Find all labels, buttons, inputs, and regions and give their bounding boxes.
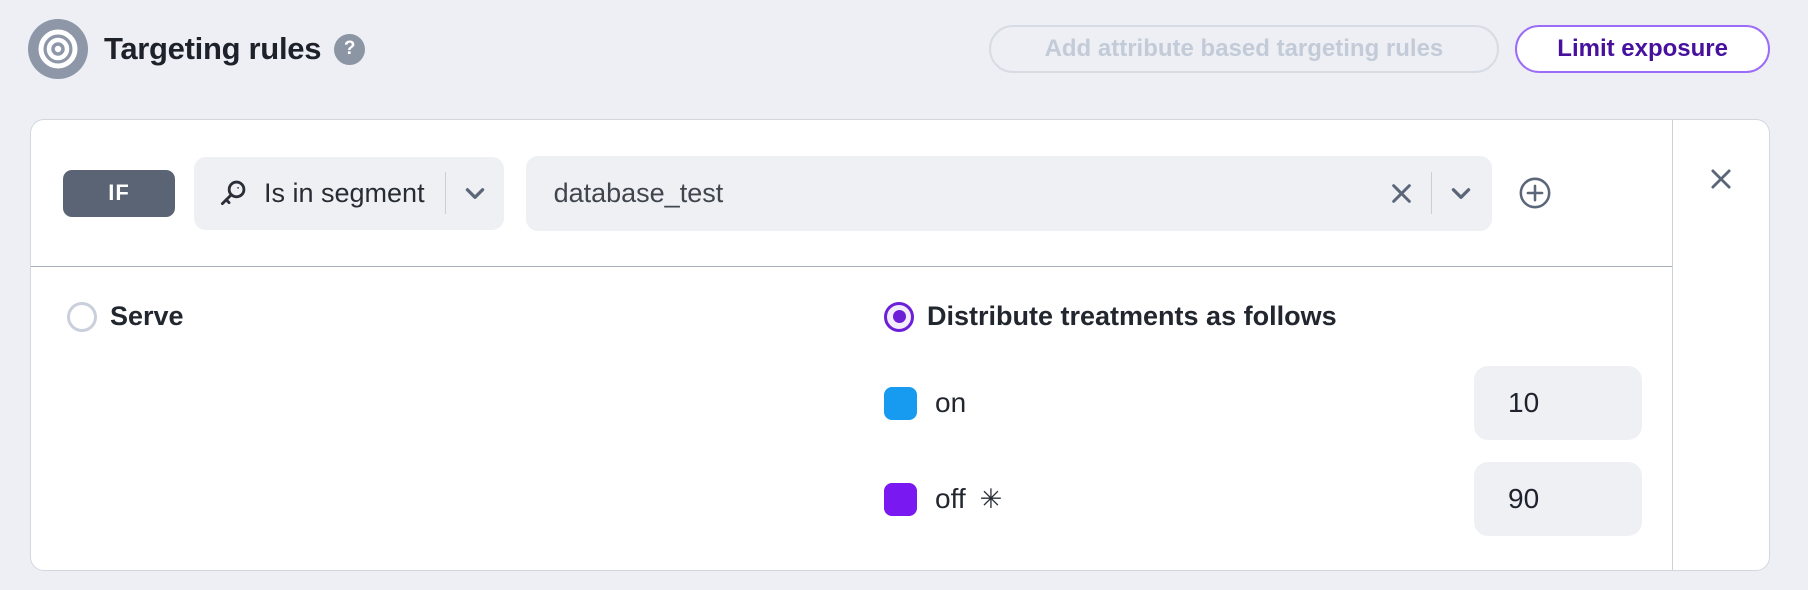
serve-radio-row[interactable]: Serve (67, 301, 884, 332)
add-attribute-rules-button[interactable]: Add attribute based targeting rules (988, 25, 1500, 73)
matcher-select[interactable]: Is in segment (194, 156, 504, 230)
treatment-row-on: on 10 (884, 366, 1642, 440)
key-icon (216, 176, 250, 210)
matcher-divider (444, 172, 446, 214)
serve-section: Serve Distribute treatments as follows o… (31, 267, 1672, 570)
serve-radio-label: Serve (110, 301, 184, 331)
treatment-on-name: on (935, 387, 967, 418)
radio-dot (892, 310, 906, 323)
help-icon[interactable]: ? (334, 33, 366, 65)
serve-radio[interactable] (67, 301, 97, 332)
rule-main: IF Is in segment (31, 120, 1672, 570)
default-treatment-marker: ✳ (979, 483, 1003, 514)
treatment-distribution-list: on 10 off ✳ 90 (884, 366, 1642, 536)
segment-select[interactable]: database_test (525, 155, 1492, 231)
targeting-rules-header: Targeting rules ? Add attribute based ta… (0, 0, 1808, 98)
segment-input-divider (1431, 172, 1432, 214)
treatment-off-percentage-input[interactable]: 90 (1474, 462, 1642, 536)
distribute-option: Distribute treatments as follows on 10 o… (884, 301, 1642, 558)
page-title: Targeting rules (104, 31, 322, 66)
matcher-chevron-down-icon[interactable] (462, 180, 488, 206)
treatment-off-swatch (884, 482, 917, 516)
remove-rule-icon[interactable] (1707, 165, 1735, 193)
targeting-rule-card: IF Is in segment (30, 119, 1770, 571)
if-badge: IF (63, 169, 175, 217)
rule-remove-column (1672, 120, 1769, 570)
distribute-radio[interactable] (884, 301, 914, 332)
treatment-on-percentage-input[interactable]: 10 (1474, 366, 1642, 440)
serve-option: Serve (67, 301, 884, 332)
segment-chevron-down-icon[interactable] (1448, 180, 1474, 206)
treatment-off-name: off (935, 483, 966, 514)
matcher-label: Is in segment (264, 177, 425, 208)
limit-exposure-button[interactable]: Limit exposure (1515, 25, 1770, 73)
rule-condition-row: IF Is in segment (31, 120, 1672, 267)
segment-value-input[interactable]: database_test (553, 177, 724, 208)
treatment-on-swatch (884, 386, 917, 420)
add-condition-icon[interactable] (1518, 176, 1552, 210)
clear-segment-icon[interactable] (1388, 180, 1415, 207)
distribute-radio-row[interactable]: Distribute treatments as follows (884, 301, 1642, 332)
target-icon (28, 19, 88, 79)
distribute-radio-label: Distribute treatments as follows (927, 301, 1337, 331)
treatment-row-off: off ✳ 90 (884, 462, 1642, 536)
